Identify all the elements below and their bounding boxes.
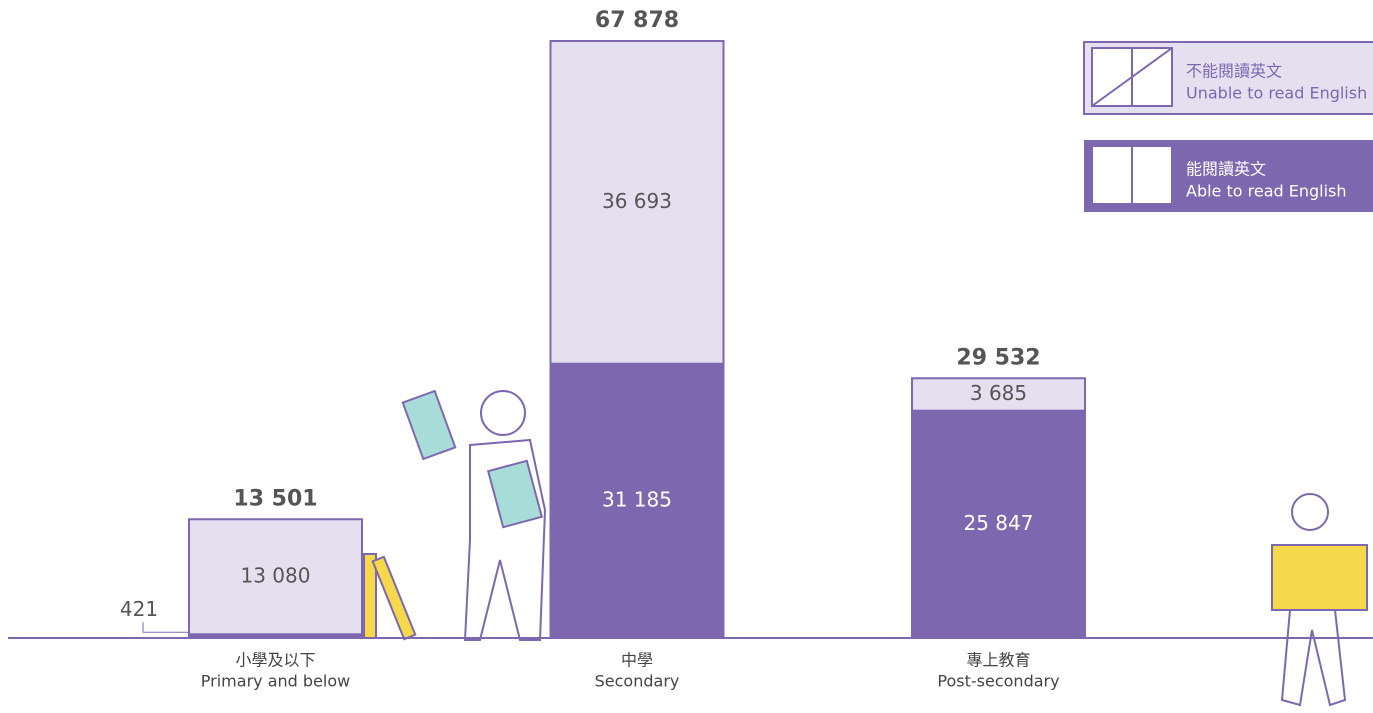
x-tick-label: Primary and below (201, 672, 350, 691)
legend-label: Unable to read English (1186, 84, 1367, 103)
value-label: 36 693 (602, 189, 672, 213)
book-icon (486, 459, 544, 529)
person-icon (1291, 493, 1329, 531)
value-label: 31 185 (602, 487, 672, 511)
bar-segment (911, 377, 1086, 412)
x-tick-label: 小學及以下 (235, 651, 315, 670)
total-label: 29 532 (956, 345, 1040, 370)
person-icon (1280, 609, 1347, 707)
x-tick-label: Secondary (595, 672, 680, 691)
x-tick-label: 中學 (621, 651, 653, 670)
value-label: 421 (120, 597, 158, 621)
legend: 不能閱讀英文 Unable to read English 能閱讀英文 Able… (1083, 41, 1373, 212)
value-label: 13 080 (241, 563, 311, 587)
legend-label: 不能閱讀英文 (1186, 62, 1282, 81)
x-tick-label: Post-secondary (937, 672, 1059, 691)
book-icon (401, 389, 457, 461)
legend-label: Able to read English (1186, 182, 1347, 201)
bar-segment (188, 518, 363, 636)
bar-segment (911, 409, 1086, 639)
decorations (363, 389, 1368, 707)
legend-label: 能閱讀英文 (1186, 160, 1266, 179)
total-label: 67 878 (595, 8, 679, 33)
person-icon (480, 390, 526, 436)
legend-icon (1091, 145, 1173, 205)
x-tick-label: 專上教育 (966, 651, 1030, 670)
legend-icon (1091, 47, 1173, 107)
value-label: 3 685 (970, 381, 1027, 405)
leader-line (142, 622, 189, 633)
value-label: 25 847 (964, 511, 1034, 535)
book-icon (1271, 544, 1368, 611)
total-label: 13 501 (233, 486, 317, 511)
book-icon (371, 555, 417, 641)
bar-segment (549, 40, 725, 365)
